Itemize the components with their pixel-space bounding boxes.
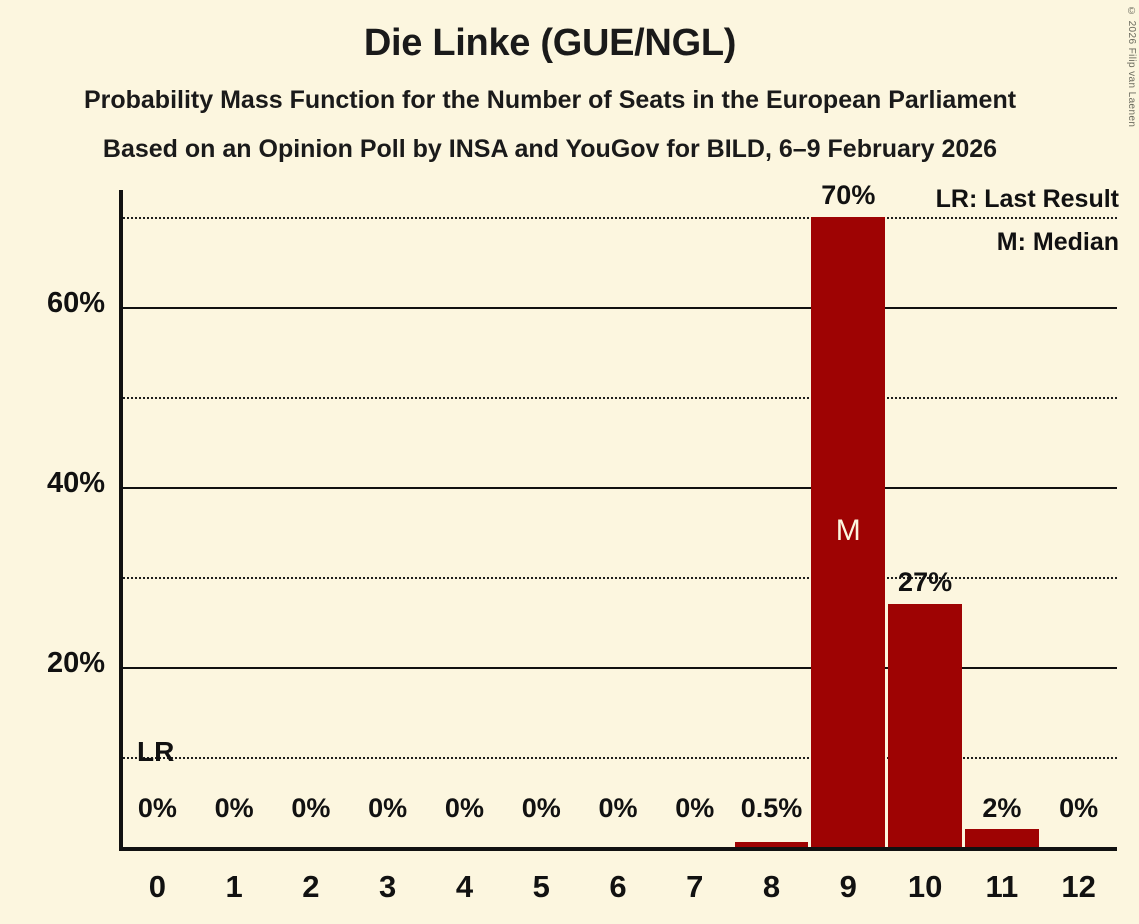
value-label-seats-0: 0% [137, 793, 177, 823]
value-label-seats-7: 0% [675, 793, 715, 823]
x-axis-line [119, 847, 1117, 851]
x-axis-label-0: 0 [148, 869, 166, 904]
gridline-major-60% [119, 307, 1117, 309]
gridline-minor-30 [119, 577, 1117, 579]
x-axis-label-6: 6 [609, 869, 627, 904]
gridline-major-20% [119, 667, 1117, 669]
value-label-seats-8: 0.5% [740, 793, 803, 823]
value-label-seats-12: 0% [1059, 793, 1099, 823]
x-axis-label-2: 2 [302, 869, 320, 904]
value-label-seats-5: 0% [521, 793, 561, 823]
median-marker: M [835, 514, 861, 547]
y-axis-label-20%: 20% [46, 647, 105, 679]
x-axis-label-7: 7 [686, 869, 704, 904]
gridline-minor-10 [119, 757, 1117, 759]
y-axis-label-40%: 40% [46, 467, 105, 499]
gridline-major-40% [119, 487, 1117, 489]
value-label-seats-10: 27% [898, 567, 953, 597]
x-axis-label-3: 3 [379, 869, 397, 904]
value-label-seats-6: 0% [598, 793, 638, 823]
value-label-seats-3: 0% [368, 793, 408, 823]
x-axis-label-9: 9 [839, 869, 857, 904]
x-axis-label-12: 12 [1061, 869, 1096, 904]
x-axis-label-11: 11 [985, 869, 1019, 904]
gridline-minor-50 [119, 397, 1117, 399]
bar-seats-9 [811, 217, 886, 847]
x-axis-label-8: 8 [762, 869, 781, 904]
plot-area: M 0% 0% 0% 0% 0% 0% 0% 0% 0.5% 70% 27% 2% 0% LR [119, 180, 1117, 851]
x-axis-label-10: 10 [907, 869, 943, 904]
value-label-seats-11: 2% [982, 793, 1022, 823]
x-axis-label-1: 1 [225, 869, 243, 904]
value-label-seats-9: 70% [821, 180, 876, 210]
bar-seats-10 [888, 604, 962, 847]
value-label-seats-4: 0% [444, 793, 484, 823]
chart-title: Die Linke (GUE/NGL) [363, 22, 737, 64]
last-result-marker: LR [137, 736, 175, 767]
x-axis-label-5: 5 [532, 869, 550, 904]
chart-subtitle-primary: Probability Mass Function for the Number… [83, 86, 1017, 114]
chart-subtitle-secondary: Based on an Opinion Poll by INSA and You… [102, 135, 998, 163]
bar-seats-11 [964, 829, 1039, 847]
x-axis-label-4: 4 [455, 869, 474, 904]
gridline-minor-70 [119, 217, 1117, 219]
y-axis-label-60%: 60% [46, 287, 105, 319]
bar-seats-8 [734, 842, 809, 847]
value-label-seats-1: 0% [214, 793, 254, 823]
value-label-seats-2: 0% [291, 793, 331, 823]
legend-last-result: LR: Last Result [935, 185, 1119, 213]
legend-median: M: Median [996, 228, 1119, 256]
y-axis-line [119, 190, 123, 851]
copyright-notice: © 2026 Filip van Laenen [1126, 6, 1137, 128]
